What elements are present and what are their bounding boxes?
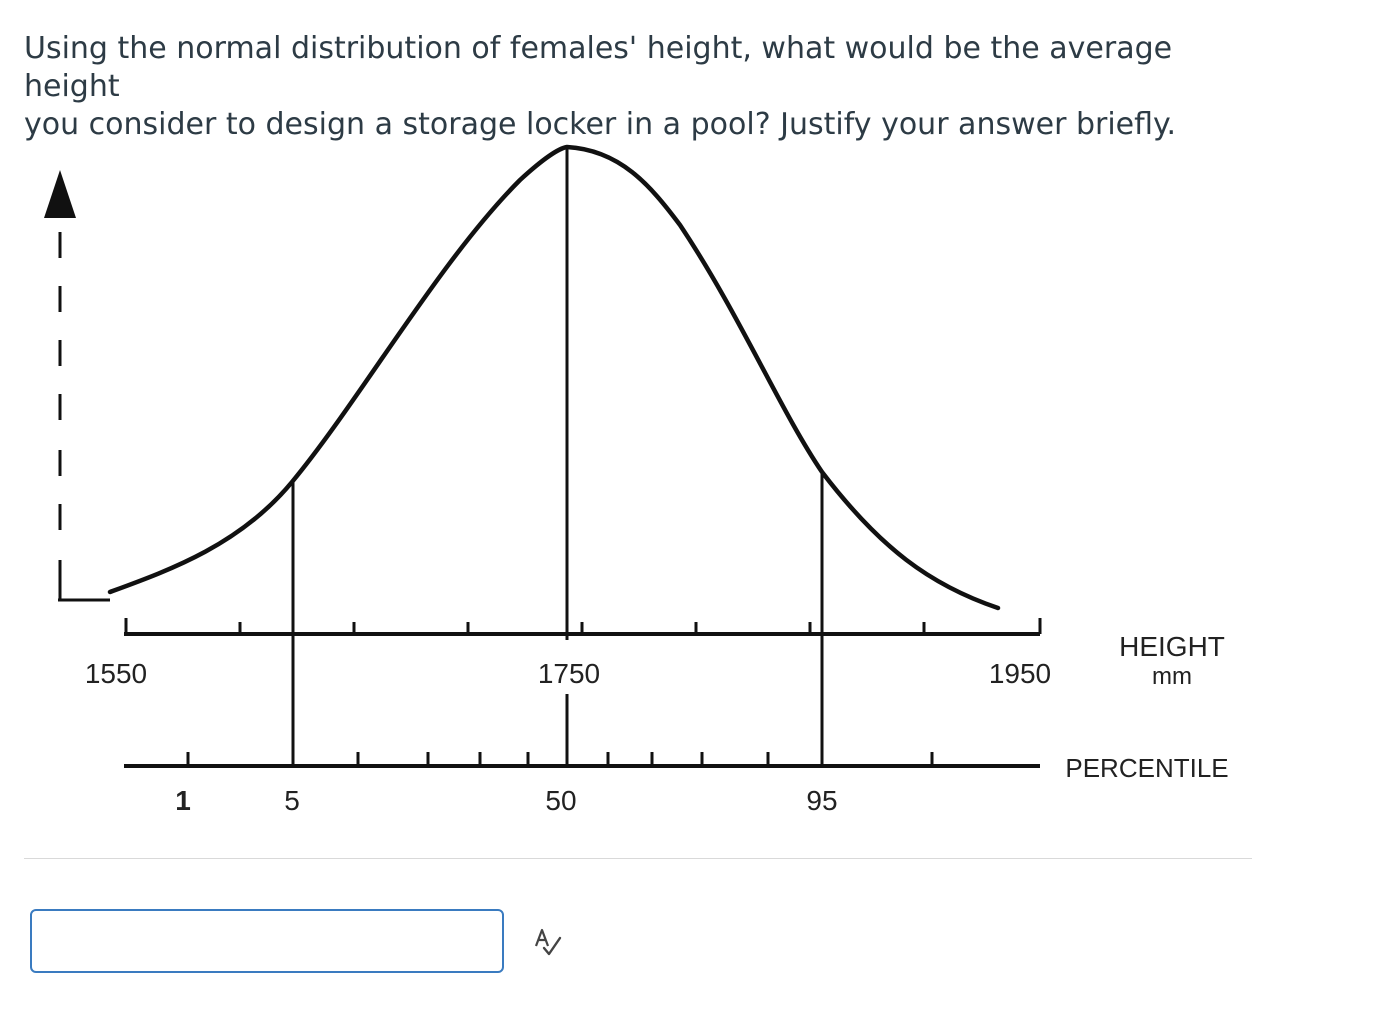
height-axis-label: HEIGHT [1119,631,1225,662]
answer-input[interactable] [30,909,504,973]
tick-label-1950: 1950 [989,658,1051,689]
percentile-markers [291,148,824,766]
spellcheck-icon[interactable] [532,926,564,958]
y-axis-dashes [58,232,110,602]
percentile-label-50: 50 [545,785,576,816]
question-text: Using the normal distribution of females… [24,30,1264,144]
height-axis-unit: mm [1152,663,1192,690]
arrow-up-icon [44,170,76,218]
divider [24,858,1252,859]
bell-curve [107,144,1001,611]
percentile-axis-label: PERCENTILE [1065,753,1228,783]
height-axis [124,618,1042,636]
question-line-1: Using the normal distribution of females… [24,31,1173,104]
question-line-2: you consider to design a storage locker … [24,107,1177,142]
percentile-label-5: 5 [284,785,300,816]
percentile-axis [124,752,1040,768]
tick-label-1550: 1550 [85,658,147,689]
percentile-label-1: 1 [175,785,191,816]
percentile-label-95: 95 [806,785,837,816]
tick-label-1750: 1750 [538,658,600,689]
